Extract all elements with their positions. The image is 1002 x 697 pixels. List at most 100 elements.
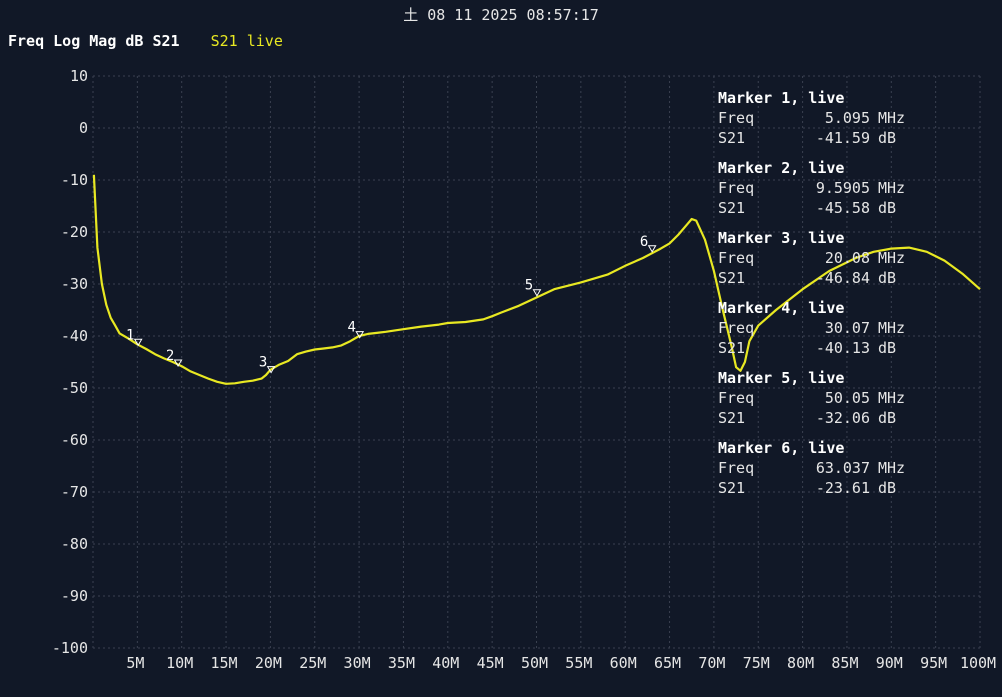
y-tick-label: 0 [79, 119, 88, 137]
marker-label: 2 [166, 348, 174, 364]
marker-readout-title: Marker 5, live [718, 369, 845, 387]
marker-triangle-icon[interactable] [532, 289, 542, 297]
freq-unit: MHz [878, 319, 906, 337]
y-tick-label: -40 [61, 327, 88, 345]
param-unit: dB [878, 129, 897, 147]
freq-value: 30.07 [824, 319, 870, 337]
marker-triangle-icon[interactable] [133, 338, 143, 347]
marker-label: 1 [126, 327, 134, 343]
freq-unit: MHz [878, 389, 906, 407]
freq-label: Freq [718, 319, 755, 337]
param-unit: dB [878, 479, 897, 497]
y-tick-label: -100 [52, 639, 88, 657]
y-tick-label: -10 [61, 171, 88, 189]
x-tick-label: 95M [920, 654, 947, 672]
x-tick-label: 30M [344, 654, 371, 672]
trace-header: Freq Log Mag dB S21 S21 live [8, 32, 283, 50]
marker-label: 4 [348, 320, 356, 336]
trace-line-s21 [92, 174, 981, 385]
x-tick-label: 35M [388, 654, 415, 672]
freq-label: Freq [718, 389, 755, 407]
freq-value: 20.08 [824, 249, 870, 267]
chart-markers: 1 2 3 4 5 6 [126, 234, 657, 374]
y-tick-label: -30 [61, 275, 88, 293]
freq-unit: MHz [878, 249, 906, 267]
x-tick-label: 55M [565, 654, 592, 672]
marker-readout-title: Marker 1, live [718, 89, 845, 107]
param-label: S21 [718, 129, 746, 147]
marker-readout: Marker 5, live Freq 50.05 MHz S21 -32.06 dB [718, 368, 905, 428]
marker-readout: Marker 6, live Freq 63.037 MHz S21 -23.61 dB [718, 438, 905, 498]
chart-ticks: 10 0 -10 -20 -30 -40 -50 -60 -70 -80 -90 -100 5M 10M 1… [52, 67, 996, 672]
freq-value: 9.5905 [815, 179, 870, 197]
param-label: S21 [718, 339, 746, 357]
marker-label: 3 [259, 355, 267, 371]
x-tick-label: 10M [166, 654, 193, 672]
marker-readout-title: Marker 6, live [718, 439, 845, 457]
x-tick-label: 65M [654, 654, 681, 672]
x-tick-label: 90M [876, 654, 903, 672]
y-tick-label: -90 [61, 587, 88, 605]
x-tick-label: 70M [698, 654, 725, 672]
x-tick-label: 20M [255, 654, 282, 672]
freq-label: Freq [718, 459, 755, 477]
marker-readout: Marker 3, live Freq 20.08 MHz S21 -46.84 dB [718, 228, 905, 288]
freq-label: Freq [718, 179, 755, 197]
param-unit: dB [878, 199, 897, 217]
param-value: -46.84 [815, 269, 870, 287]
param-label: S21 [718, 199, 746, 217]
chart-grid [92, 75, 981, 649]
freq-value: 5.095 [824, 109, 870, 127]
y-tick-label: -70 [61, 483, 88, 501]
marker-label: 6 [640, 234, 648, 250]
y-tick-label: -60 [61, 431, 88, 449]
param-value: -23.61 [815, 479, 870, 497]
x-tick-label: 80M [787, 654, 814, 672]
freq-unit: MHz [878, 109, 906, 127]
param-label: S21 [718, 409, 746, 427]
trace-label: S21 live [210, 32, 283, 50]
param-value: -40.13 [815, 339, 870, 357]
freq-value: 63.037 [815, 459, 870, 477]
param-unit: dB [878, 269, 897, 287]
marker-triangle-icon[interactable] [266, 366, 276, 374]
x-tick-label: 40M [432, 654, 459, 672]
x-tick-label: 50M [521, 654, 548, 672]
x-tick-label: 45M [477, 654, 504, 672]
param-label: S21 [718, 479, 746, 497]
y-tick-label: -50 [61, 379, 88, 397]
marker-readout-title: Marker 4, live [718, 299, 845, 317]
freq-unit: MHz [878, 179, 906, 197]
param-label: S21 [718, 269, 746, 287]
marker-readout: Marker 4, live Freq 30.07 MHz S21 -40.13 dB [718, 298, 905, 358]
timestamp: 土 08 11 2025 08:57:17 [403, 6, 599, 24]
x-tick-label: 15M [211, 654, 238, 672]
marker-triangle-icon[interactable] [647, 245, 657, 253]
x-tick-label: 85M [831, 654, 858, 672]
x-tick-label: 5M [126, 654, 144, 672]
y-tick-label: 10 [70, 67, 88, 85]
param-value: -41.59 [815, 129, 870, 147]
param-unit: dB [878, 339, 897, 357]
param-value: -32.06 [815, 409, 870, 427]
marker-readout: Marker 1, live Freq 5.095 MHz S21 -41.59 dB [718, 88, 905, 148]
marker-triangle-icon[interactable] [355, 331, 365, 339]
marker-readout-title: Marker 2, live [718, 159, 845, 177]
marker-readout-title: Marker 3, live [718, 229, 845, 247]
param-value: -45.58 [815, 199, 870, 217]
param-unit: dB [878, 409, 897, 427]
freq-label: Freq [718, 109, 755, 127]
y-tick-label: -80 [61, 535, 88, 553]
y-tick-label: -20 [61, 223, 88, 241]
freq-value: 50.05 [824, 389, 870, 407]
x-tick-label: 75M [743, 654, 770, 672]
marker-readout-panel: Marker 1, live Freq 5.095 MHz S21 -41.59 dB … [718, 88, 905, 508]
marker-readout: Marker 2, live Freq 9.5905 MHz S21 -45.58 dB [718, 158, 905, 218]
freq-unit: MHz [878, 459, 906, 477]
format-label: Freq Log Mag dB S21 [8, 32, 180, 50]
freq-label: Freq [718, 249, 755, 267]
x-tick-label: 60M [610, 654, 637, 672]
x-tick-label: 100M [960, 654, 996, 672]
marker-triangle-icon[interactable] [173, 359, 183, 368]
